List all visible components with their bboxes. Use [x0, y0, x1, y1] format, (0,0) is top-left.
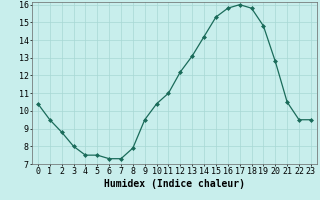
X-axis label: Humidex (Indice chaleur): Humidex (Indice chaleur): [104, 179, 245, 189]
